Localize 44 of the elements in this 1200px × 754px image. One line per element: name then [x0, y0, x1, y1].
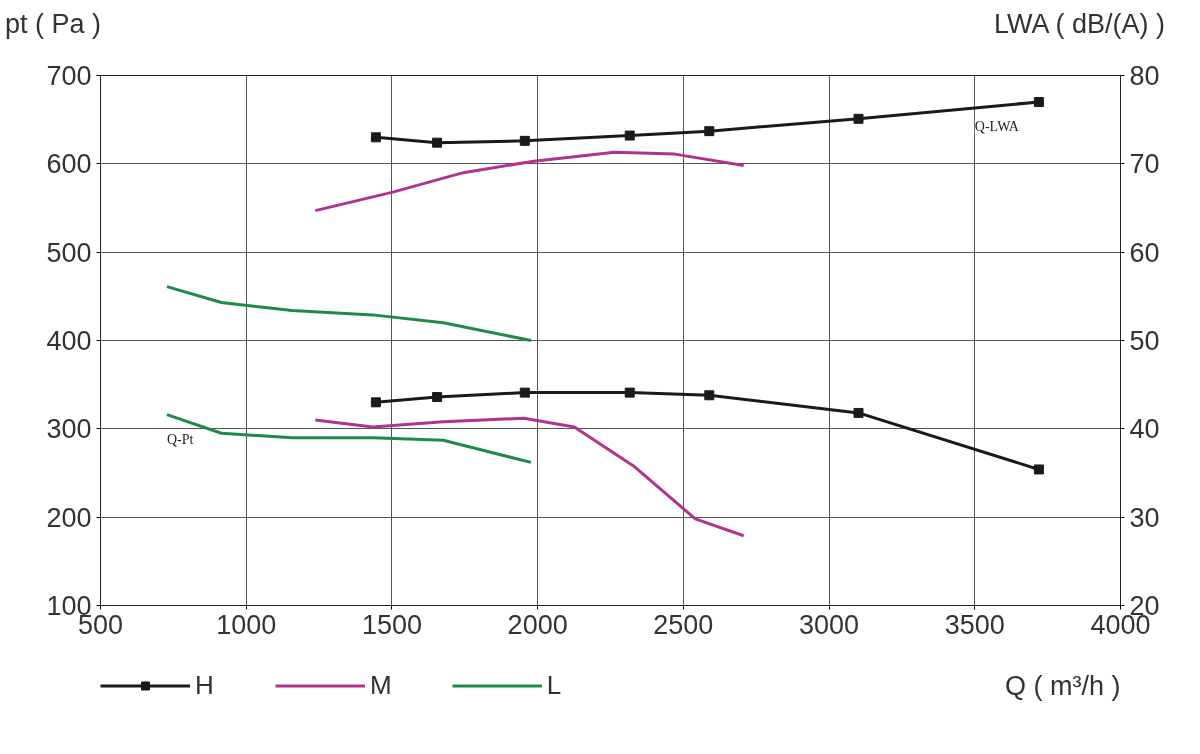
- point: [519, 387, 530, 398]
- point: [432, 137, 443, 148]
- point: [704, 126, 715, 137]
- point: [624, 387, 635, 398]
- y-tick-label: 200: [46, 502, 92, 533]
- y2-tick-label: 30: [1129, 502, 1160, 533]
- legend-label: L: [546, 669, 563, 701]
- y2-tick-label: 70: [1129, 149, 1160, 180]
- y-tick-label: 700: [46, 61, 92, 91]
- y-tick-label: 400: [46, 326, 92, 356]
- line-series: [313, 416, 746, 538]
- x-tick-label: 2000: [507, 609, 568, 640]
- y-tick-label: 300: [46, 414, 92, 445]
- y2-tick-label: 50: [1129, 326, 1160, 356]
- point: [853, 407, 864, 418]
- point: [519, 135, 530, 146]
- y2-tick-label: 40: [1129, 414, 1160, 445]
- point: [1033, 464, 1044, 475]
- legend-label: M: [370, 669, 392, 701]
- legend-label: H: [195, 669, 215, 701]
- x-tick-label: 2500: [653, 609, 714, 640]
- point: [1033, 97, 1044, 107]
- y2-axis-title: LWA ( dB/(A) ): [993, 8, 1165, 41]
- y2-tick-label: 60: [1129, 237, 1160, 268]
- y-tick-label: 500: [46, 237, 92, 268]
- point: [370, 397, 381, 408]
- annotation: Q-LWA: [974, 119, 1020, 134]
- y2-tick-label: 80: [1129, 61, 1160, 91]
- point: [432, 392, 443, 403]
- point: [624, 130, 635, 141]
- x-tick-label: 3000: [799, 609, 860, 640]
- x-tick-label: 1000: [216, 609, 277, 640]
- y-axis-title: pt ( Pa ): [5, 8, 102, 41]
- x-tick-label: 3500: [944, 609, 1005, 640]
- x-tick-label: 1500: [361, 609, 422, 640]
- line-series: [165, 413, 533, 464]
- point: [853, 113, 864, 124]
- point: [370, 132, 381, 143]
- line-series: [313, 150, 746, 213]
- point: [704, 390, 715, 401]
- x-axis-title: Q ( m³/h ): [1005, 670, 1121, 701]
- line-series: [165, 285, 533, 342]
- annotation: Q-Pt: [166, 431, 194, 447]
- y-tick-label: 600: [46, 149, 92, 180]
